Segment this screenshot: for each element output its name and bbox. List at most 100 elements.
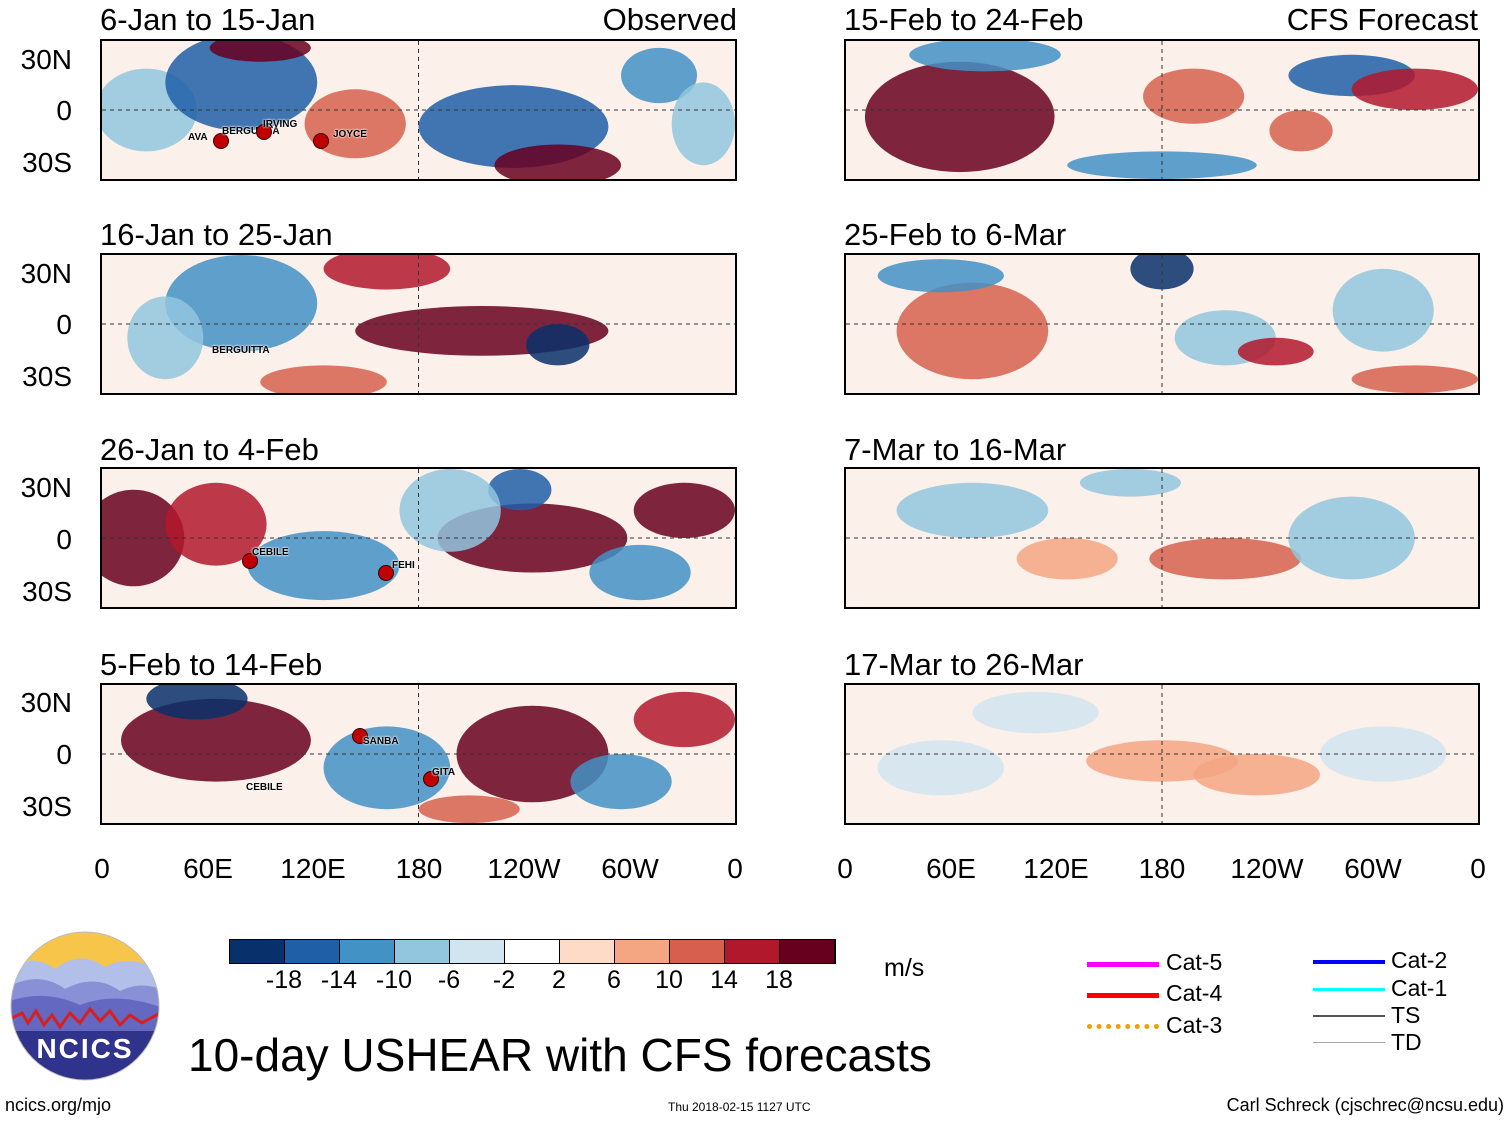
lat-label-eq: 0 <box>56 95 72 126</box>
shear-anomaly <box>1269 110 1333 152</box>
shear-field <box>846 685 1478 823</box>
shear-field <box>846 469 1478 607</box>
map-panel-2 <box>100 253 737 395</box>
colorbar-swatch <box>505 940 560 963</box>
storm-label: IRVING <box>263 119 298 130</box>
footer-url[interactable]: ncics.org/mjo <box>5 1095 112 1115</box>
legend-line-cat1 <box>1313 988 1385 991</box>
panel-title-2: 16-Jan to 25-Jan <box>100 217 333 252</box>
colorbar-swatch <box>670 940 725 963</box>
colorbar-swatch <box>615 940 670 963</box>
shear-anomaly <box>1079 469 1181 497</box>
colorbar-tick-label: -14 <box>320 966 358 994</box>
shear-anomaly <box>1067 151 1257 179</box>
shear-anomaly <box>633 482 735 538</box>
shear-anomaly <box>1016 538 1118 580</box>
logo-text: NCICS <box>36 1033 134 1064</box>
shear-anomaly <box>570 754 672 810</box>
lon-label: 0 <box>1470 853 1486 884</box>
lat-label-30n: 30N <box>20 44 72 75</box>
colorbar-tick-label: -18 <box>265 966 303 994</box>
colorbar-tick-label: 18 <box>765 966 793 994</box>
shear-anomaly <box>165 41 318 131</box>
shear-field <box>102 685 735 823</box>
panel-title-3: 26-Jan to 4-Feb <box>100 432 319 467</box>
shear-anomaly <box>120 698 311 782</box>
colorbar-swatch <box>395 940 450 963</box>
shear-anomaly <box>488 469 552 511</box>
storm-label: BERGUITTA <box>212 345 270 356</box>
colorbar-tick-label: 10 <box>655 966 683 994</box>
map-panel-7 <box>844 467 1480 609</box>
legend-label-ts: TS <box>1391 1002 1421 1028</box>
shear-anomaly <box>589 544 691 601</box>
legend-label-cat5: Cat-5 <box>1166 949 1223 975</box>
lon-label: 180 <box>395 853 443 884</box>
shear-anomaly <box>1351 365 1478 393</box>
colorbar-swatch <box>285 940 340 963</box>
legend-line-cat5 <box>1087 962 1159 967</box>
map-panel-1 <box>100 39 737 181</box>
lon-label: 180 <box>1138 853 1186 884</box>
storm-label: AVA <box>188 132 208 143</box>
shear-anomaly <box>165 482 267 566</box>
storm-label: GITA <box>432 767 456 778</box>
storm-marker <box>213 133 229 149</box>
shear-anomaly <box>146 685 248 720</box>
shear-anomaly <box>896 282 1049 380</box>
shear-anomaly <box>621 47 698 104</box>
shear-anomaly <box>304 89 406 159</box>
shear-anomaly <box>399 469 501 552</box>
lon-label: 0 <box>837 853 853 884</box>
shear-anomaly <box>1149 538 1302 580</box>
logo-graphic <box>10 931 160 1081</box>
storm-label: CEBILE <box>252 547 289 558</box>
lat-label-30s: 30S <box>22 791 72 822</box>
storm-label: BERGUITTA <box>222 126 280 137</box>
legend-label-cat3: Cat-3 <box>1166 1012 1223 1038</box>
lat-label-30n: 30N <box>20 472 72 503</box>
observed-header: Observed <box>602 2 737 37</box>
shear-anomaly <box>671 82 735 166</box>
lon-label: 120E <box>280 853 346 884</box>
shear-field <box>102 469 735 607</box>
legend-line-ts <box>1313 1015 1385 1017</box>
shear-field <box>846 255 1478 393</box>
panel-title-8: 17-Mar to 26-Mar <box>844 647 1084 682</box>
lon-label: 0 <box>727 853 743 884</box>
shear-anomaly <box>526 324 590 366</box>
lat-label-30s: 30S <box>22 147 72 178</box>
lat-label-eq: 0 <box>56 739 72 770</box>
panel-title-5: 15-Feb to 24-Feb <box>844 2 1084 37</box>
lat-label-30s: 30S <box>22 361 72 392</box>
shear-field <box>102 41 735 179</box>
shear-anomaly <box>165 255 318 352</box>
legend-label-td: TD <box>1391 1029 1422 1055</box>
lon-label: 120W <box>487 853 561 884</box>
legend-line-cat4 <box>1087 993 1159 998</box>
legend-line-cat2 <box>1313 960 1385 964</box>
colorbar-tick-label: -2 <box>492 966 516 994</box>
legend-line-cat3 <box>1087 1024 1159 1029</box>
shear-field <box>846 41 1478 179</box>
shear-anomaly <box>896 482 1049 538</box>
colorbar-tick-label: -10 <box>375 966 413 994</box>
panel-title-4: 5-Feb to 14-Feb <box>100 647 323 682</box>
colorbar-swatch <box>230 940 285 963</box>
shear-anomaly <box>1332 268 1434 352</box>
shear-anomaly <box>247 531 400 601</box>
colorbar-tick-label: 6 <box>607 966 621 994</box>
map-panel-8 <box>844 683 1480 825</box>
colorbar-tick-label: 2 <box>552 966 566 994</box>
storm-marker <box>256 124 272 140</box>
shear-anomaly <box>127 296 204 380</box>
ncics-logo: NCICS <box>10 931 160 1081</box>
colorbar-swatch <box>780 940 835 963</box>
shear-anomaly <box>494 144 622 179</box>
footer-timestamp: Thu 2018-02-15 1127 UTC <box>668 1100 811 1114</box>
forecast-header: CFS Forecast <box>1286 2 1478 37</box>
lon-label: 60W <box>1344 853 1402 884</box>
shear-anomaly <box>1351 68 1478 110</box>
lat-label-eq: 0 <box>56 309 72 340</box>
shear-anomaly <box>1237 337 1314 366</box>
